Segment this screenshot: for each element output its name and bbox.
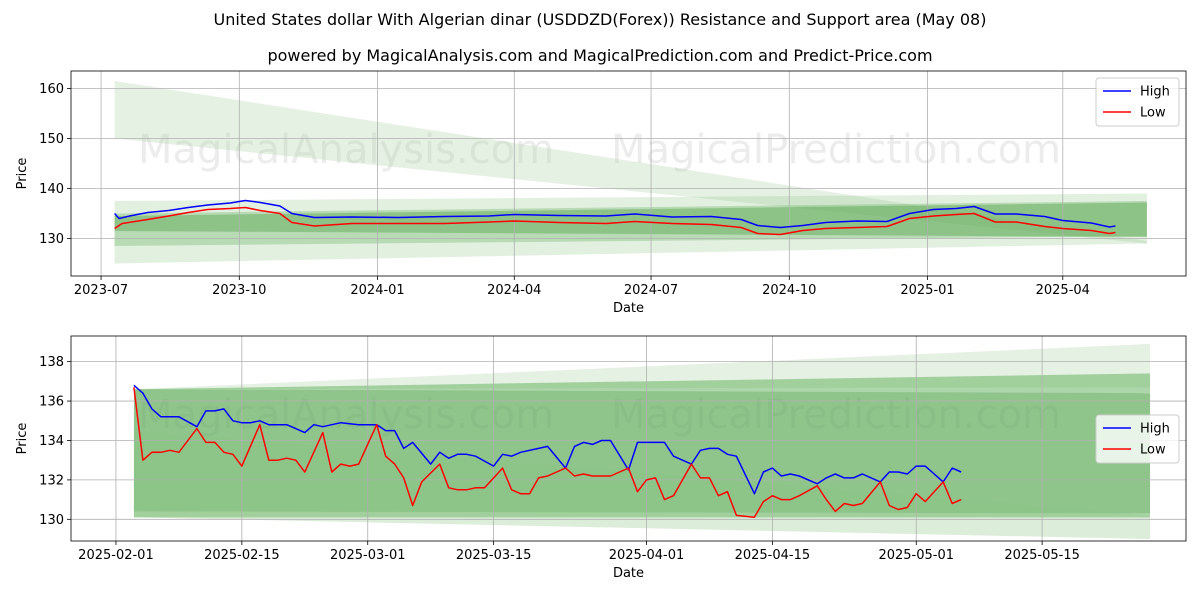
axes-frame [70,70,1187,277]
x-tick-label: 2025-02-01 [78,548,154,563]
legend-label-high: High [1140,85,1170,100]
y-axis-label: Price [15,423,30,455]
y-tick-label: 132 [39,473,64,488]
band-inner [133,389,1151,514]
x-tick-label: 2025-03-01 [330,548,406,563]
x-tick-label: 2024-10 [762,283,816,298]
x-tick-label: 2023-10 [212,283,266,298]
y-tick-label: 130 [39,232,64,247]
watermark-prediction: MagicalPrediction.com [611,127,1061,173]
grid [71,71,1186,276]
legend-label-high: High [1140,422,1170,437]
y-tick-label: 130 [39,513,64,528]
series [114,199,1116,236]
x-tick-label: 2024-04 [487,283,541,298]
legend: High Low [1095,414,1180,464]
legend-box [1095,77,1180,127]
y-tick-label: 160 [39,82,64,97]
x-tick-label: 2024-07 [624,283,678,298]
series-line-low [114,206,1116,236]
chart-subtitle: powered by MagicalAnalysis.com and Magic… [267,46,932,65]
bands [114,81,1147,264]
band-middle [114,201,1147,246]
legend-box [1095,414,1180,464]
y-tick-label: 134 [39,434,64,449]
x-tick-label: 2025-04-01 [609,548,685,563]
x-tick-label: 2025-03-15 [456,548,532,563]
x-tick-label: 2025-04-15 [735,548,811,563]
x-axis-label: Date [613,566,644,581]
band-upper-wide [114,81,1147,244]
y-tick-label: 138 [39,355,64,370]
top-chart-panel: MagicalAnalysis.com MagicalPrediction.com… [15,70,1187,316]
legend-label-low: Low [1140,106,1166,121]
band-outer [133,373,1151,518]
bands [133,343,1151,540]
chart-title: United States dollar With Algerian dinar… [214,10,987,29]
x-tick-label: 2025-05-15 [1004,548,1080,563]
legend-label-low: Low [1140,443,1166,458]
bottom-chart-panel: MagicalAnalysis.comMagicalPrediction.com… [15,335,1187,581]
series-line-low [133,387,962,519]
band-outer [114,193,1147,264]
x-tick-label: 2023-07 [74,283,128,298]
x-tick-label: 2025-05-01 [878,548,954,563]
y-tick-label: 136 [39,395,64,410]
legend: High Low [1095,77,1180,127]
series-line-high [133,384,962,495]
y-tick-label: 150 [39,132,64,147]
y-axis-label: Price [15,158,30,190]
x-tick-label: 2025-01 [900,283,954,298]
band-inner [114,202,1147,237]
grid [71,336,1186,541]
x-axis-label: Date [613,301,644,316]
x-tick-label: 2024-01 [350,283,404,298]
x-tick-label: 2025-04 [1036,283,1090,298]
series [133,384,962,519]
watermark-analysis: MagicalAnalysis.com [138,127,554,173]
x-tick-label: 2025-02-15 [204,548,280,563]
y-tick-label: 140 [39,182,64,197]
axes-frame [70,335,1187,542]
series-line-high [114,199,1116,229]
